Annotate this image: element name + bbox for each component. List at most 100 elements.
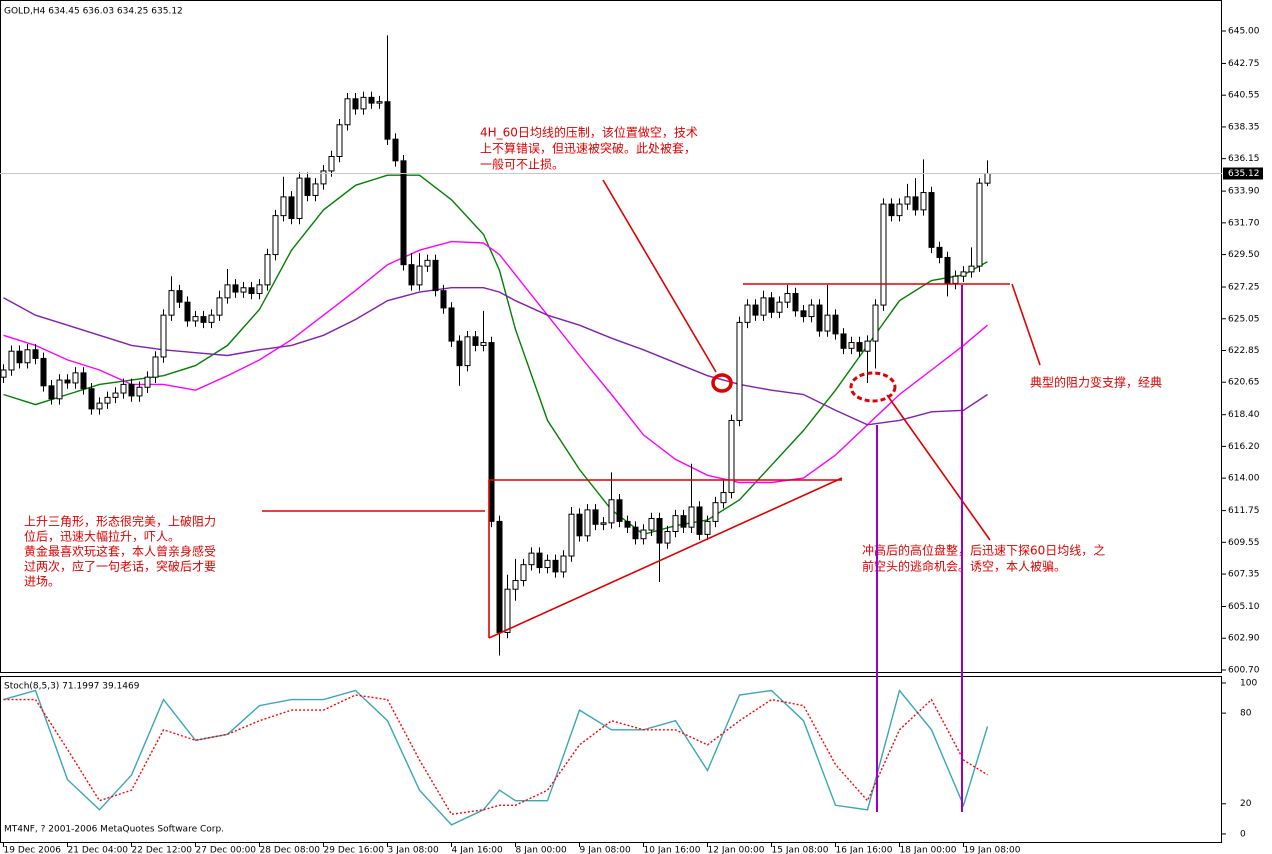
- candle-body: [832, 314, 839, 335]
- candle-body: [864, 340, 871, 352]
- candle-body: [80, 372, 87, 390]
- candle-body: [672, 515, 679, 533]
- candle-body: [808, 304, 815, 318]
- candle-body: [408, 264, 415, 286]
- annotation: 冲高后的高位盘整，后迅速下探60日均线，之: [862, 543, 1105, 558]
- x-tick-label: 10 Jan 16:00: [644, 846, 701, 854]
- x-tick-label: 8 Jan 00:00: [516, 846, 568, 854]
- candle-body: [800, 310, 807, 318]
- candle-body: [528, 552, 535, 566]
- candle-body: [432, 259, 439, 292]
- annotation: 上升三角形，形态很完美，上破阻力: [24, 514, 216, 529]
- candle-body: [112, 392, 119, 398]
- main-pane: [0, 0, 1222, 673]
- annotation: 黄金最喜欢玩这套，本人曾亲身感受: [24, 544, 216, 559]
- candle-body: [24, 349, 31, 364]
- candle-body: [560, 555, 567, 573]
- candle-body: [64, 379, 71, 384]
- candle-body: [848, 342, 855, 349]
- candle-body: [344, 98, 351, 126]
- candle-body: [152, 356, 159, 378]
- candle-body: [312, 183, 319, 196]
- annotation: 进场。: [24, 575, 60, 589]
- candle-body: [240, 287, 247, 293]
- candle-body: [280, 196, 287, 217]
- candle-body: [824, 314, 831, 332]
- annotation: 典型的阻力变支撑，经典: [1030, 375, 1162, 390]
- candle-body: [168, 290, 175, 316]
- candle-body: [768, 297, 775, 313]
- annotation: 过两次，应了一句老话，突破后才要: [24, 559, 216, 574]
- candle-body: [440, 290, 447, 309]
- x-tick-label: 12 Jan 00:00: [708, 846, 765, 854]
- candle-body: [376, 101, 383, 104]
- triangle-base: [488, 477, 843, 639]
- candle-body: [840, 333, 847, 349]
- x-tick-label: 21 Dec 04:00: [68, 846, 129, 854]
- pointer-line: [1011, 283, 1041, 366]
- candle-body: [944, 256, 951, 284]
- candle-body: [576, 513, 583, 537]
- candle-body: [536, 552, 543, 569]
- candle-body: [56, 379, 63, 400]
- candle-body: [8, 350, 15, 371]
- candle-body: [96, 402, 103, 410]
- y-tick-label: 20: [1240, 799, 1252, 809]
- candle-body: [296, 177, 303, 220]
- candle-body: [232, 284, 239, 293]
- candle-body: [136, 386, 143, 397]
- y-tick-label: 100: [1240, 678, 1257, 688]
- x-tick-label: 18 Jan 00:00: [900, 846, 957, 854]
- candle-body: [248, 287, 255, 295]
- x-tick-label: 28 Dec 08:00: [260, 846, 321, 854]
- candle-body: [16, 350, 23, 364]
- candle-body: [464, 336, 471, 367]
- candle-body: [40, 357, 47, 387]
- candle-body: [368, 96, 375, 104]
- candle-body: [512, 580, 519, 590]
- y-tick-label: 607.35: [1228, 570, 1260, 580]
- candle-body: [784, 293, 791, 303]
- candle-body: [384, 101, 391, 140]
- y-tick-label: 0: [1240, 829, 1246, 839]
- candle-body: [416, 265, 423, 286]
- candle-body: [224, 284, 231, 299]
- y-tick-label: 627.25: [1228, 283, 1260, 293]
- candle-body: [496, 520, 503, 633]
- candle-body: [760, 297, 767, 316]
- x-tick-label: 16 Jan 16:00: [836, 846, 893, 854]
- stoch-pane: [0, 676, 1222, 843]
- indicator-line: [3, 688, 989, 826]
- candle-body: [744, 304, 751, 323]
- candle-body: [880, 203, 887, 306]
- indicator-line: [3, 174, 988, 536]
- candle-body: [128, 383, 135, 397]
- candle-body: [328, 155, 335, 172]
- candle-body: [400, 160, 407, 266]
- x-tick-label: 19 Jan 08:00: [964, 846, 1021, 854]
- chart-title: GOLD,H4 634.45 636.03 634.25 635.12: [4, 7, 183, 17]
- y-tick-label: 80: [1240, 709, 1252, 719]
- copyright: MT4NF, ? 2001-2006 MetaQuotes Software C…: [4, 825, 224, 835]
- y-tick-label: 602.90: [1228, 634, 1260, 644]
- candle-body: [192, 316, 199, 322]
- x-tick-label: 22 Dec 12:00: [132, 846, 193, 854]
- y-tick-label: 645.00: [1228, 27, 1260, 37]
- candle-body: [144, 376, 151, 388]
- candle-body: [688, 506, 695, 528]
- candle-body: [544, 559, 551, 569]
- candle-body: [568, 513, 575, 557]
- annotation: 前空头的逃命机会。诱空，本人被骗。: [862, 559, 1066, 574]
- candle-body: [72, 372, 79, 384]
- x-tick-label: 9 Jan 08:00: [580, 846, 632, 854]
- candle-body: [160, 314, 167, 358]
- candle-body: [272, 215, 279, 256]
- candle-body: [552, 559, 559, 573]
- candle-body: [936, 246, 943, 258]
- indicator-title: Stoch(8,5,3) 71.1997 39.1469: [4, 682, 140, 692]
- candle-body: [664, 531, 671, 544]
- candle-body: [392, 138, 399, 162]
- x-tick-label: 15 Jan 08:00: [772, 846, 829, 854]
